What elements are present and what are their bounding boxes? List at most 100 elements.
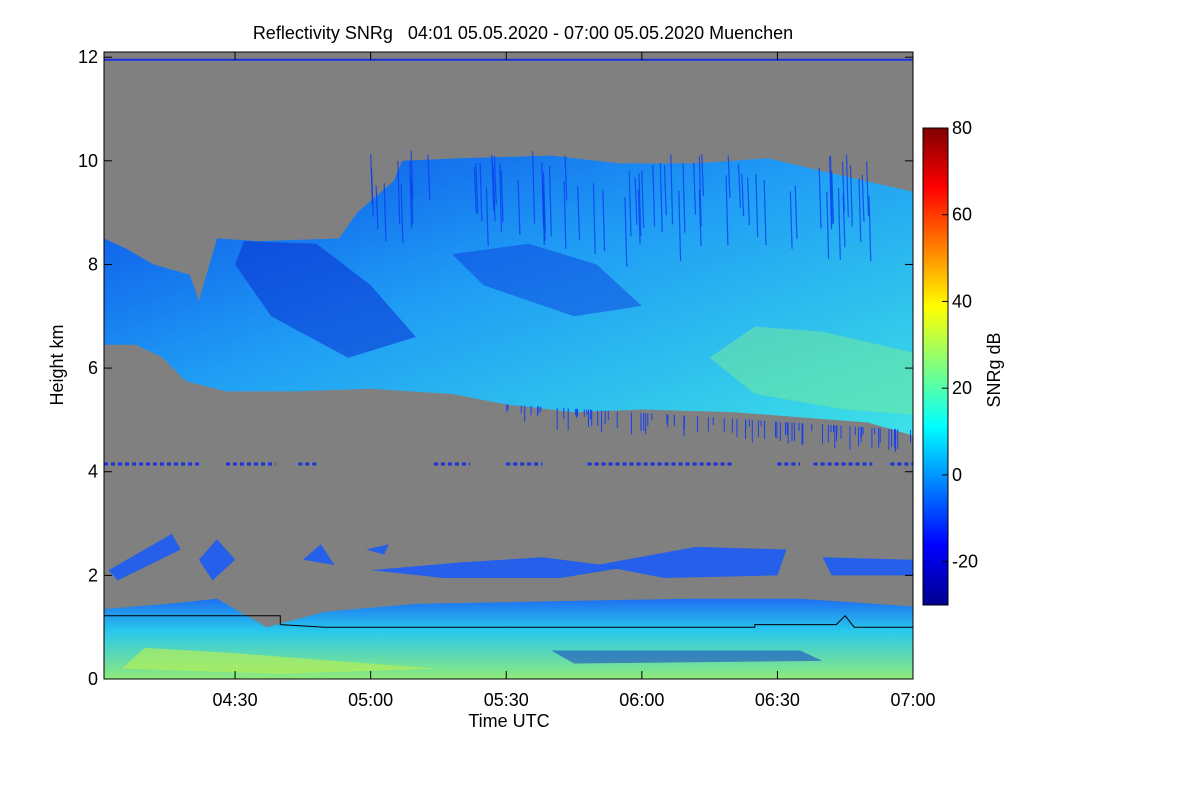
- cloud-top-streak: [564, 155, 568, 201]
- x-tick-label: 06:00: [619, 690, 664, 710]
- cloud-top-streak: [845, 154, 849, 218]
- mid-level-echo: [108, 533, 181, 581]
- cloud-top-streak: [698, 190, 702, 247]
- cloud-top-streak: [375, 185, 379, 230]
- boundary-layer-dark-band: [551, 650, 823, 664]
- x-tick-label: 07:00: [890, 690, 935, 710]
- cloud-top-streak: [727, 155, 731, 199]
- x-axis: 04:30 05:00 05:30 06:00 06:30 07:00: [213, 52, 936, 710]
- cloud-dark-region: [452, 243, 642, 317]
- mid-level-echo: [596, 546, 787, 578]
- cloud-top-streak: [517, 180, 521, 235]
- cloud-top-streak: [858, 178, 862, 243]
- cloud-top-streak: [829, 155, 833, 225]
- cloud-top-streak: [659, 163, 663, 232]
- cloud-top-streak: [829, 156, 833, 230]
- y-tick-label: 10: [78, 151, 98, 171]
- cloud-top-streak: [866, 161, 870, 216]
- cloud-top-streak: [473, 166, 477, 213]
- cloud-top-streak: [637, 189, 641, 244]
- cloud-top-streak: [747, 177, 750, 226]
- mid-level-echo: [198, 539, 236, 581]
- colorbar-tick-label: 0: [952, 465, 962, 485]
- plot-frame: [103, 51, 914, 680]
- cloud-top-streak: [725, 175, 729, 246]
- cloud-top-streak: [499, 163, 503, 233]
- cloud-top-streak: [755, 174, 759, 238]
- y-tick-label: 12: [78, 47, 98, 67]
- cloud-top-streak: [698, 156, 702, 227]
- colorbar: -20 0 20 40 60 80 SNRg dB: [922, 118, 1004, 606]
- cloud-top-streak: [849, 164, 853, 227]
- mid-level-echo: [366, 544, 389, 555]
- cloud-top-streak: [624, 196, 628, 267]
- colorbar-tick-label: 60: [952, 205, 972, 225]
- cloud-top-streak: [693, 162, 697, 215]
- cloud-top-streak: [638, 173, 642, 237]
- cloud-top-streak: [670, 154, 674, 225]
- cloud-top-streak: [841, 161, 845, 212]
- cloud-top-streak: [492, 166, 496, 222]
- cloud-top-streak: [682, 163, 686, 233]
- x-tick-label: 06:30: [755, 690, 800, 710]
- plot-area: [103, 51, 914, 680]
- mid-level-echo: [822, 557, 913, 576]
- colorbar-tick-label: 20: [952, 378, 972, 398]
- cloud-top-streak: [868, 195, 872, 262]
- y-tick-label: 8: [88, 254, 98, 274]
- cloud-top-streak: [738, 164, 741, 208]
- x-tick-label: 04:30: [213, 690, 258, 710]
- cloud-top-streak: [663, 165, 667, 216]
- cloud-top-streak: [741, 173, 745, 217]
- y-tick-label: 0: [88, 669, 98, 689]
- cloud-dark-region: [235, 241, 416, 358]
- cloud-top-streak: [397, 161, 401, 225]
- y-axis-label: Height km: [47, 324, 67, 405]
- cloud-top-streak: [410, 178, 414, 225]
- cloud-top-streak: [563, 181, 567, 249]
- chart-title: Reflectivity SNRg 04:01 05.05.2020 - 07:…: [253, 23, 793, 43]
- colorbar-tick-label: 80: [952, 118, 972, 138]
- cloud-top-streak: [641, 170, 645, 229]
- cloud-bright-core: [709, 326, 913, 415]
- cloud-top-streak: [652, 165, 656, 227]
- cloud-top-streak: [826, 191, 830, 259]
- cloud-top-streak: [479, 163, 483, 222]
- cloud-top-streak: [532, 151, 536, 224]
- boundary-layer-bright-core: [122, 647, 439, 674]
- y-tick-label: 2: [88, 565, 98, 585]
- y-axis: 0 2 4 6 8 10 12: [78, 47, 913, 689]
- colorbar-tick-label: 40: [952, 291, 972, 311]
- colorbar-tick-label: -20: [952, 552, 978, 572]
- mid-level-echo: [370, 557, 624, 578]
- cloud-top-streak: [475, 163, 479, 214]
- cloud-top-streak: [427, 154, 431, 200]
- cloud-top-streak: [409, 160, 413, 229]
- cloud-top-streak: [383, 183, 387, 242]
- mid-level-echo: [302, 544, 335, 565]
- cloud-top-streak: [602, 189, 606, 252]
- upper-cloud-layer: [104, 155, 913, 436]
- cloud-top-streak: [542, 172, 546, 233]
- cloud-top-streak: [541, 178, 545, 246]
- cloud-top-streak: [831, 170, 835, 224]
- x-tick-label: 05:00: [348, 690, 393, 710]
- x-tick-label: 05:30: [484, 690, 529, 710]
- cloud-top-streak: [763, 180, 767, 246]
- cloud-top-streak: [789, 191, 793, 249]
- cloud-top-streak: [493, 155, 497, 205]
- cloud-top-streak: [577, 186, 581, 241]
- cloud-top-streak: [370, 168, 374, 218]
- y-tick-label: 6: [88, 358, 98, 378]
- x-axis-label: Time UTC: [468, 711, 549, 731]
- cloud-top-streak: [861, 174, 865, 222]
- boundary-layer-height-line: [104, 615, 913, 628]
- cloud-top-streak: [628, 171, 632, 237]
- cloud-top-streak: [842, 194, 846, 248]
- cloud-top-streak: [837, 188, 841, 260]
- colorbar-label: SNRg dB: [984, 332, 1004, 407]
- cloud-top-streak: [491, 154, 495, 211]
- cloud-top-streak: [634, 177, 638, 225]
- cloud-top-streak: [500, 169, 504, 223]
